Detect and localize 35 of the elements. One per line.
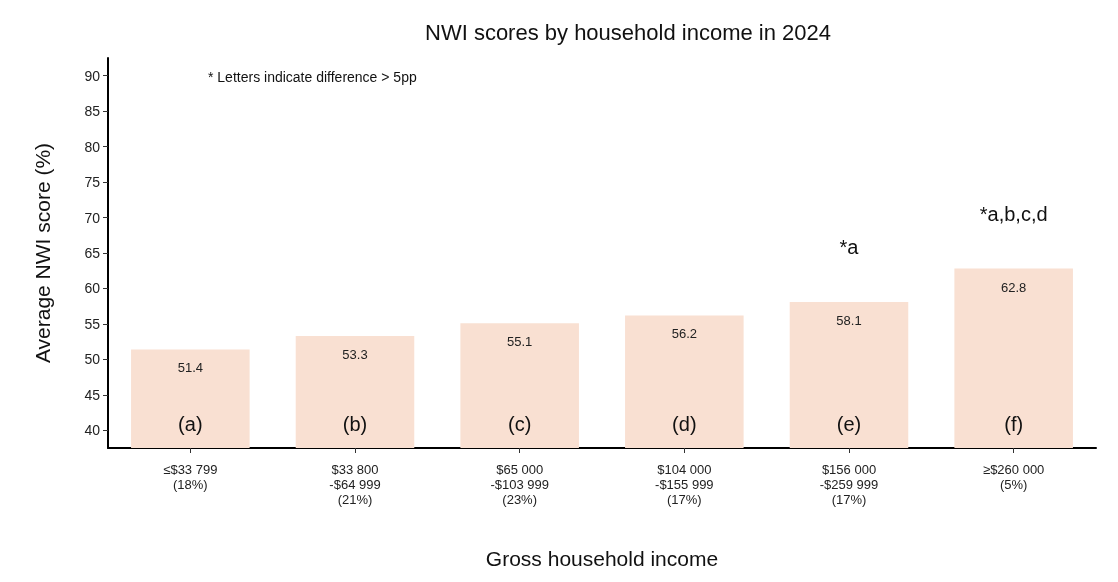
annotation: (c)	[508, 413, 532, 435]
x-tick-label: ≤$33 799 (18%)	[163, 462, 218, 492]
data-label: 62.8	[1001, 279, 1027, 295]
x-tick-label: $65 000 -$103 999 (23%)	[490, 462, 549, 507]
annotation: *a	[839, 235, 860, 258]
y-tick-label: 75	[84, 174, 101, 191]
annotation: *a,b,c,d	[979, 202, 1048, 225]
y-tick-label: 65	[84, 245, 101, 261]
annotation: (e)	[836, 413, 862, 435]
annotation: (b)	[342, 413, 368, 435]
annotation: (f)	[1004, 413, 1024, 435]
y-tick-label: 40	[84, 422, 101, 439]
y-tick-label: 85	[84, 103, 101, 120]
annotation: (a)	[178, 413, 203, 435]
y-tick-label: 60	[84, 280, 101, 297]
y-tick-label: 70	[84, 209, 101, 226]
chart-title: NWI scores by household income in 2024	[425, 19, 831, 45]
data-label: 51.4	[177, 360, 203, 376]
data-label: 53.3	[342, 346, 368, 362]
annotation: (d)	[672, 413, 697, 435]
data-label: 58.1	[836, 312, 862, 328]
y-tick-label: 55	[84, 315, 101, 332]
y-tick-label: 80	[84, 138, 101, 155]
y-tick-label: 50	[84, 351, 101, 368]
data-label: 56.2	[671, 326, 697, 342]
x-axis-title: Gross household income	[485, 547, 719, 570]
y-tick-label: 90	[84, 67, 101, 84]
x-tick-label: $156 000 -$259 999 (17%)	[819, 462, 879, 507]
x-tick-label: ≥$260 000 (5%)	[982, 462, 1045, 492]
x-tick-label: $104 000 -$155 999 (17%)	[655, 462, 714, 507]
x-tick-label: $33 800 -$64 999 (21%)	[329, 462, 381, 507]
data-label: 55.1	[507, 334, 533, 350]
y-axis-title: Average NWI score (%)	[31, 142, 54, 364]
y-tick-label: 45	[84, 386, 101, 403]
annotation: * Letters indicate difference > 5pp	[208, 69, 417, 85]
